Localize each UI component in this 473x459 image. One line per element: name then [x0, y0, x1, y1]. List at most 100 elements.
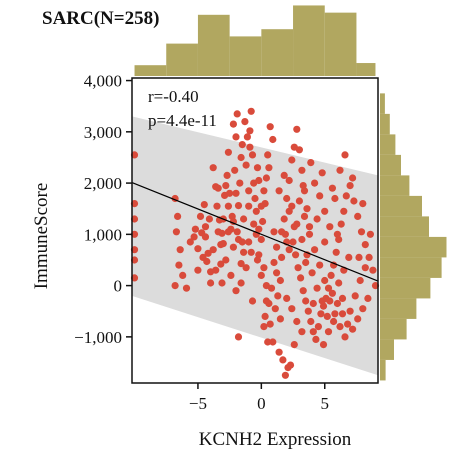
data-point [349, 174, 357, 182]
data-point [176, 246, 184, 254]
data-point [236, 179, 244, 187]
y-histogram-bar [380, 195, 422, 217]
data-point [332, 248, 340, 256]
data-point [223, 171, 231, 179]
data-point [338, 294, 347, 302]
data-point [331, 194, 339, 203]
data-point [248, 151, 257, 159]
data-point [276, 315, 284, 323]
data-point [224, 228, 232, 236]
y-histogram-bar [380, 257, 442, 278]
data-point [269, 338, 277, 346]
data-point [364, 294, 372, 302]
x-tick-label: 0 [257, 394, 266, 413]
data-point [222, 182, 230, 190]
data-point [257, 271, 265, 279]
data-point [283, 194, 291, 203]
x-histogram-bar [261, 29, 294, 76]
data-point [369, 266, 377, 274]
data-point [285, 246, 293, 254]
data-point [179, 271, 187, 279]
data-point [345, 253, 353, 261]
data-point [361, 264, 369, 272]
data-point [190, 233, 198, 241]
data-point [317, 310, 325, 318]
data-point [295, 146, 303, 154]
data-point [309, 299, 317, 308]
y-marginal-histogram [380, 93, 447, 381]
data-point [253, 164, 262, 172]
data-point [217, 260, 225, 268]
data-point [231, 166, 239, 174]
data-points [130, 107, 380, 379]
data-point [302, 258, 310, 267]
data-point [201, 233, 210, 241]
data-point [262, 174, 270, 182]
data-point [246, 127, 254, 135]
y-histogram-bar [380, 113, 390, 135]
data-point [229, 120, 237, 128]
data-point [194, 245, 202, 253]
y-axis: 4,000 3,000 2,000 1,000 0 −1,000 [74, 72, 132, 347]
x-tick-label: −5 [189, 394, 207, 413]
data-point [290, 341, 298, 349]
data-point [297, 274, 305, 282]
data-point [356, 276, 364, 285]
data-point [174, 212, 182, 220]
data-point [304, 307, 312, 315]
data-point [270, 258, 278, 267]
data-point [234, 333, 243, 341]
data-point [336, 323, 344, 331]
y-tick-label: −1,000 [74, 328, 122, 347]
data-point [335, 279, 343, 287]
data-point [257, 202, 265, 210]
data-point [311, 246, 319, 254]
data-point [266, 123, 274, 131]
data-point [313, 284, 321, 292]
data-point [261, 312, 269, 320]
data-point [346, 307, 354, 315]
y-tick-label: 3,000 [84, 123, 122, 142]
data-point [264, 338, 272, 346]
data-point [323, 312, 331, 320]
data-point [262, 297, 270, 305]
data-point [281, 230, 289, 238]
data-point [248, 297, 257, 305]
data-point [245, 238, 253, 246]
data-point [324, 284, 333, 292]
data-point [240, 215, 248, 223]
data-point [280, 215, 288, 223]
data-point [232, 287, 240, 295]
data-point [307, 317, 315, 326]
data-point [191, 225, 199, 233]
data-point [294, 264, 302, 272]
y-histogram-bar [380, 318, 407, 340]
data-point [175, 261, 183, 269]
data-point [308, 269, 316, 277]
data-point [318, 297, 326, 305]
data-point [303, 205, 311, 213]
data-point [237, 279, 245, 287]
data-point [359, 305, 367, 313]
data-point [288, 305, 296, 313]
data-point [214, 228, 222, 236]
data-point [349, 325, 357, 333]
data-point [342, 192, 350, 200]
y-histogram-bar [380, 175, 410, 196]
data-point [260, 187, 268, 195]
data-point [200, 201, 208, 209]
y-histogram-bar [380, 339, 394, 360]
data-point [242, 161, 250, 169]
data-point [182, 284, 191, 292]
data-point [299, 287, 307, 295]
data-point [259, 217, 267, 226]
y-histogram-bar [380, 359, 386, 381]
data-point [251, 194, 259, 203]
data-point [201, 223, 210, 231]
data-point [209, 246, 217, 254]
data-point [330, 317, 338, 326]
data-point [224, 202, 232, 210]
data-point [246, 143, 254, 151]
data-point [321, 238, 329, 246]
